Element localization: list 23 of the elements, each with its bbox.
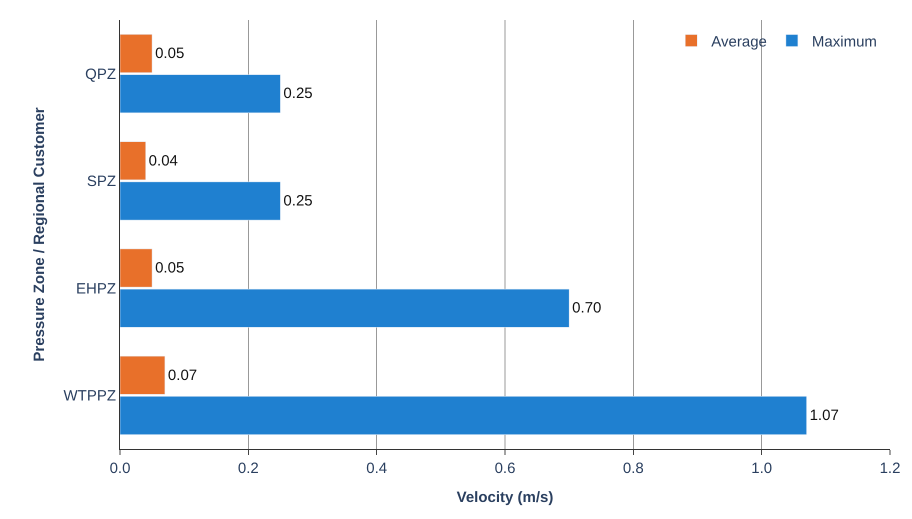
y-tick-label: QPZ	[85, 66, 116, 83]
x-tick-label: 1.2	[880, 460, 900, 477]
x-tick-label: 0.6	[494, 460, 516, 477]
y-tick-label: EHPZ	[76, 280, 116, 298]
data-label: 0.05	[155, 260, 184, 277]
data-label: 1.07	[810, 406, 839, 424]
y-tick-label: WTPPZ	[64, 388, 116, 405]
data-label: 0.70	[572, 300, 602, 317]
x-tick-label: 0.8	[622, 460, 644, 477]
data-label: 0.25	[283, 192, 313, 210]
data-label: 0.25	[283, 85, 313, 102]
x-tick-label: 0.4	[366, 460, 388, 477]
legend-label: Maximum	[812, 33, 877, 50]
y-axis-title: Pressure Zone / Regional Customer	[30, 107, 48, 362]
x-tick-label: 0.2	[238, 460, 259, 477]
x-tick-label: 0.0	[110, 460, 130, 477]
x-tick-label: 1.0	[751, 460, 772, 477]
y-tick-label: SPZ	[86, 173, 116, 190]
data-label: 0.07	[168, 366, 198, 384]
data-label: 0.04	[148, 152, 178, 170]
x-axis-title: Velocity (m/s)	[456, 489, 554, 506]
legend-label: Average	[711, 33, 767, 50]
data-label: 0.05	[155, 45, 184, 62]
